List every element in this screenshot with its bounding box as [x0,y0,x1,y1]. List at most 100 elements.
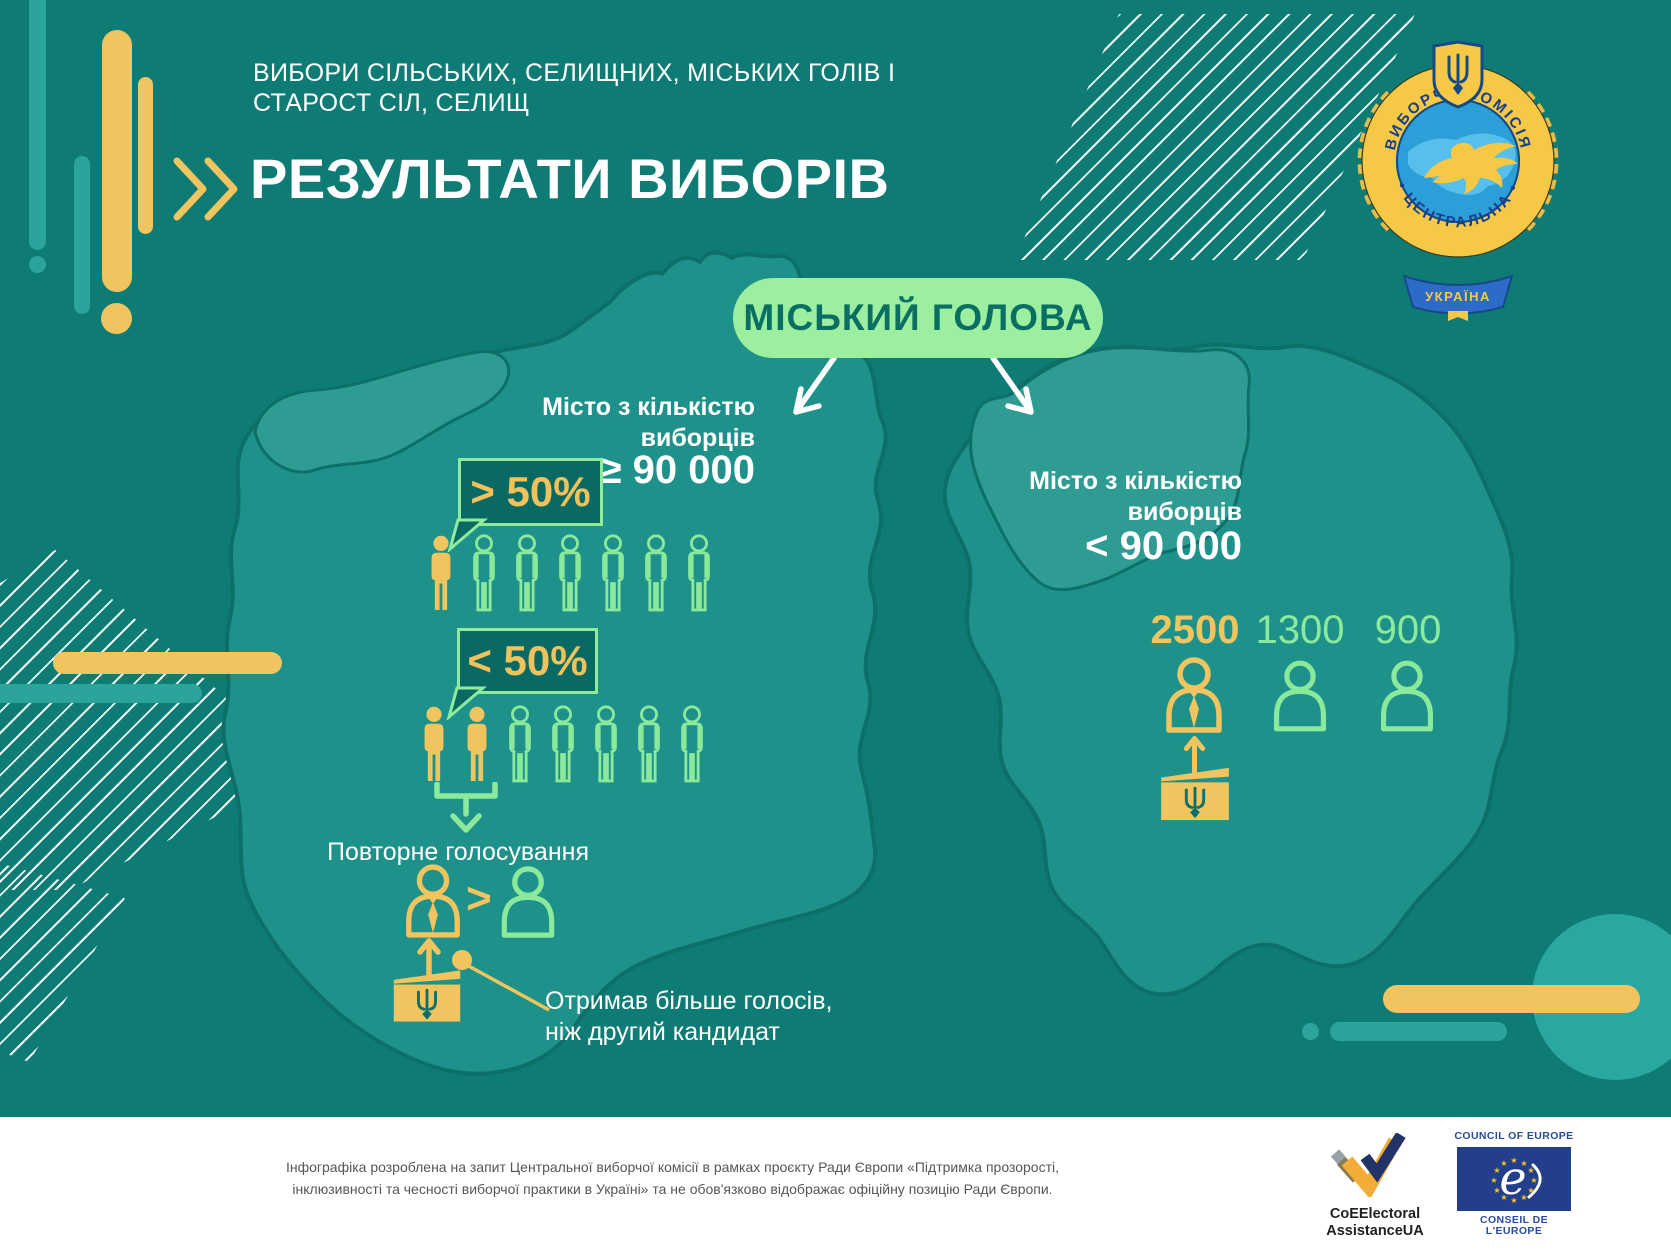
right-city-headline: Місто з кількістю виборців [940,466,1242,527]
deco-bar-teal-1 [29,0,46,250]
runoff-winner-bust [402,864,464,938]
teal-canvas: ВИБОРИ СІЛЬСЬКИХ, СЕЛИЩНИХ, МІСЬКИХ ГОЛІ… [0,0,1671,1117]
disclaimer-line1: Інфографіка розроблена на запит Централь… [285,1159,1059,1175]
footer: Інфографіка розроблена на запит Централь… [0,1117,1671,1253]
svg-text:★: ★ [1500,1193,1507,1202]
over-50-box-tail [447,518,488,552]
deco-bar-yellow-2 [138,77,153,234]
left-city-headline: Місто з кількістю виборців [453,392,755,453]
voters-row-under-50 [417,704,709,788]
runoff-loser-bust [497,866,559,938]
over-50-percent-label: > 50% [470,468,591,515]
left-city-threshold: ≥ 90 000 [599,448,755,492]
winner-candidate-bust [1162,656,1226,734]
deco-bar-teal-bottom [1330,1022,1507,1041]
voter-icon [510,533,544,617]
greater-than-sign: > [466,874,492,923]
deco-bar-yellow-bottom [1383,985,1640,1013]
left-map-lighter-region [253,350,511,474]
votes-count-winner: 2500 [1150,608,1240,652]
svg-text:★: ★ [1500,1159,1507,1168]
right-city-headline-line1: Місто з кількістю [1029,467,1242,495]
ballot-icon-left [390,966,464,1024]
checkmark-logo-icon [1330,1132,1406,1200]
voter-icon [675,704,709,788]
leading-candidate-icon [417,704,451,788]
ballot-icon-right [1155,764,1235,822]
ribbon-text: УКРАЇНА [1425,289,1491,304]
svg-text:★: ★ [1510,1156,1517,1165]
deco-dot-yellow-1 [101,303,132,334]
council-of-europe-flag: e ★ ★ ★ ★ ★ ★ ★ ★ ★ ★ ★ ★ [1457,1146,1571,1211]
svg-text:★: ★ [1510,1196,1517,1205]
svg-text:e: e [1499,1151,1526,1205]
under-50-box-tail [446,686,487,720]
arrow-down-left-icon [793,355,837,415]
runoff-note-line2: ніж другий кандидат [545,1018,780,1047]
trident-icon [1447,53,1469,84]
voter-icon [596,533,630,617]
candidate-bust-third [1377,660,1437,732]
callout-line [464,962,550,1012]
over-50-percent-box: > 50% [458,458,603,526]
arrow-down-right-icon [990,355,1034,415]
council-of-europe-label-fr: CONSEIL DE L'EUROPE [1480,1213,1548,1238]
council-of-europe-logo: COUNCIL OF EUROPE e ★ ★ ★ ★ ★ ★ ★ ★ ★ ★ ★ ★ CONS… [1453,1130,1575,1238]
runoff-note: Отримав більше голосів, ніж другий канди… [545,986,832,1049]
voters-row-over-50 [424,533,716,617]
disclaimer-text: Інфографіка розроблена на запит Централь… [180,1157,1165,1200]
deco-bar-teal-2 [74,156,90,314]
voter-icon [546,704,580,788]
under-50-percent-box: < 50% [457,628,598,694]
votes-count-third: 900 [1374,608,1442,652]
leading-candidate-icon [424,533,458,617]
coe-electoral-logo: CoEElectoral AssistanceUA [1315,1132,1435,1239]
subtitle: ВИБОРИ СІЛЬСЬКИХ, СЕЛИЩНИХ, МІСЬКИХ ГОЛІ… [253,58,895,118]
voter-icon [503,704,537,788]
runoff-label: Повторне голосування [327,838,589,866]
scales-icon [1436,172,1448,183]
coe-electoral-line1: CoEElectoral [1329,1206,1421,1222]
svg-text:★: ★ [1527,1166,1534,1175]
svg-text:★: ★ [1527,1186,1534,1195]
voter-icon [467,533,501,617]
voter-icon [682,533,716,617]
runoff-note-line1: Отримав більше голосів, [545,987,833,1015]
deco-bar-yellow-mid [53,652,282,674]
under-50-percent-label: < 50% [467,637,588,684]
left-city-headline-line1: Місто з кількістю [542,393,755,421]
leading-candidate-icon [460,704,494,788]
mayor-badge: МІСЬКИЙ ГОЛОВА [733,278,1103,358]
subtitle-line1: ВИБОРИ СІЛЬСЬКИХ, СЕЛИЩНИХ, МІСЬКИХ ГОЛІ… [253,59,896,87]
deco-bar-yellow-1 [102,30,132,292]
votes-count-second: 1300 [1255,608,1345,652]
voter-icon [632,704,666,788]
svg-text:★: ★ [1493,1186,1500,1195]
right-map-lighter-region [969,346,1251,592]
council-of-europe-label-en: COUNCIL OF EUROPE [1454,1130,1574,1142]
page-title: РЕЗУЛЬТАТИ ВИБОРІВ [250,147,890,210]
runoff-bracket-arrow [434,782,498,833]
ribbon-fringe [1448,311,1468,321]
double-chevron-icon [173,157,238,221]
ribbon-banner [1402,274,1514,315]
voter-icon [589,704,623,788]
svg-text:★: ★ [1520,1193,1527,1202]
left-city-headline-line2: виборців [640,423,755,452]
voter-icon [639,533,673,617]
svg-text:★: ★ [1520,1159,1527,1168]
svg-text:★: ★ [1490,1176,1497,1185]
trident-base [1453,82,1463,95]
subtitle-line2: СТАРОСТ СІЛ, СЕЛИЩ [253,89,530,117]
cec-ukraine-emblem: ВИБОРЧА КОМІСІЯ • ЦЕНТРАЛЬНА • УКРАЇНА [1357,40,1559,321]
deco-dot-teal-bottom [1302,1023,1319,1040]
deco-bar-teal-mid [0,684,202,703]
svg-text:★: ★ [1530,1176,1537,1185]
candidate-bust-second [1270,660,1330,732]
deco-dot-teal-1 [29,256,46,273]
coe-e-stars-icon: e ★★★ ★★★ ★★★ ★ ★★ [1490,1151,1542,1205]
right-city-headline-line2: виборців [1127,497,1242,526]
svg-text:★: ★ [1493,1166,1500,1175]
voter-icon [553,533,587,617]
